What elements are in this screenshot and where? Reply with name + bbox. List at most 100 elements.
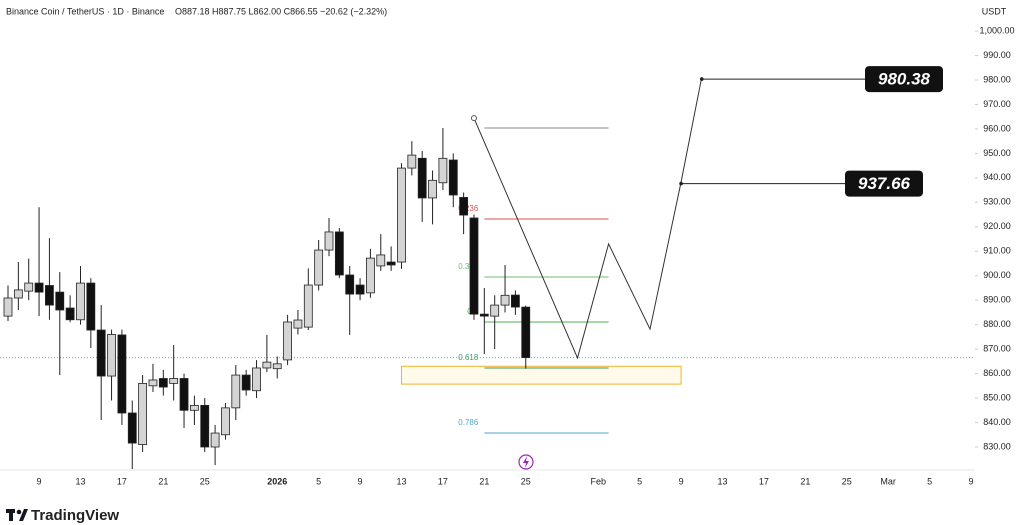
candle-body (510, 294, 520, 308)
y-tick-label: 960.00 (983, 123, 1011, 133)
x-tick-label: 9 (679, 476, 684, 486)
x-tick-label: 13 (717, 476, 727, 486)
y-tick-label: 970.00 (983, 99, 1011, 109)
y-tick-label: 850.00 (983, 392, 1011, 402)
support-zone (400, 365, 682, 385)
annotation-point (679, 181, 683, 186)
candle-body (366, 257, 375, 294)
candle-body (200, 405, 210, 448)
candle-body (86, 282, 96, 331)
x-tick-label: 25 (842, 476, 852, 486)
candle-body (479, 313, 489, 317)
y-tick-label: 910.00 (983, 246, 1011, 256)
x-tick-label: 25 (521, 476, 531, 486)
candle-body (65, 307, 75, 321)
candle-body (376, 254, 386, 267)
annotation-box (865, 66, 943, 93)
projection-start (470, 115, 477, 122)
y-tick-label: 980.00 (983, 74, 1011, 84)
y-tick-label: 830.00 (983, 441, 1011, 451)
y-tick-label: 920.00 (983, 221, 1011, 231)
y-tick-label: 950.00 (983, 148, 1011, 158)
ohlc-legend: O887.18 H887.75 L862.00 C866.55 −20.62 (… (175, 6, 387, 16)
candle-body (241, 374, 251, 391)
y-tick-label: 890.00 (983, 295, 1011, 305)
candle-body (55, 291, 65, 311)
candle-body (397, 167, 406, 263)
candle-body (76, 282, 85, 321)
x-tick-label: 5 (637, 476, 642, 486)
fib-label: 0.382 (458, 262, 479, 271)
candle-body (127, 412, 137, 444)
candle-body (448, 159, 458, 196)
x-tick-label: 17 (117, 476, 127, 486)
candle-body (314, 249, 324, 286)
candle-body (490, 304, 500, 317)
x-tick-label: 2026 (267, 476, 287, 486)
candle-body (24, 282, 34, 292)
x-tick-label: 5 (927, 476, 932, 486)
annotation-point (699, 77, 704, 81)
candle-body (417, 157, 427, 199)
y-tick-label: 860.00 (983, 368, 1011, 378)
candle-body (355, 284, 365, 295)
y-tick-label: 940.00 (983, 172, 1011, 182)
x-tick-label: Feb (590, 476, 606, 486)
candle-body (221, 407, 230, 436)
y-tick-label: 900.00 (983, 270, 1011, 280)
candle-body (148, 379, 158, 387)
y-axis-label: USDT (982, 6, 1007, 16)
candle-body (283, 321, 292, 361)
annotation-label: 937.66 (858, 174, 911, 193)
fib-label: 0.236 (458, 204, 479, 213)
y-tick-label: 880.00 (983, 319, 1011, 329)
annotation-box (845, 170, 923, 197)
candle-body (138, 382, 148, 445)
candle-body (386, 261, 396, 266)
y-tick-label: 990.00 (983, 50, 1011, 60)
candle-body (262, 361, 272, 369)
candle-body (334, 231, 344, 276)
y-tick-label: 1,000.00 (979, 25, 1014, 35)
candle-body (293, 319, 303, 329)
lightning-icon (518, 454, 534, 470)
candle-body (272, 363, 282, 370)
candle-body (158, 378, 168, 388)
projection-path (473, 76, 703, 360)
candle-body (469, 217, 479, 315)
candle-body (303, 284, 313, 328)
x-tick-label: 25 (200, 476, 210, 486)
x-tick-label: 21 (158, 476, 168, 486)
y-tick-label: 840.00 (983, 417, 1011, 427)
fib-label: 0.786 (458, 418, 479, 427)
candle-body (117, 334, 127, 414)
candle-body (324, 231, 334, 251)
candle-body (345, 274, 355, 295)
candle-body (34, 282, 44, 293)
candle-body (3, 297, 13, 317)
candle-body (521, 306, 531, 358)
candle-body (45, 285, 54, 306)
brand-logo (6, 509, 28, 521)
y-tick-label: 870.00 (983, 344, 1011, 354)
candle-body (231, 374, 241, 409)
candle-body (407, 154, 417, 169)
x-tick-label: 21 (800, 476, 810, 486)
x-tick-label: 9 (358, 476, 363, 486)
candle-body (13, 289, 23, 299)
candle-body (500, 294, 510, 306)
x-tick-label: Mar (880, 476, 896, 486)
candle-body (210, 432, 220, 448)
x-tick-label: 17 (438, 476, 448, 486)
candle-body (179, 378, 189, 411)
x-tick-label: 13 (396, 476, 406, 486)
y-tick-label: 930.00 (983, 197, 1011, 207)
x-tick-label: 9 (37, 476, 42, 486)
brand-name: TradingView (31, 507, 119, 524)
candle-body (428, 179, 437, 199)
candle-body (252, 367, 261, 392)
candle-body (96, 329, 106, 377)
